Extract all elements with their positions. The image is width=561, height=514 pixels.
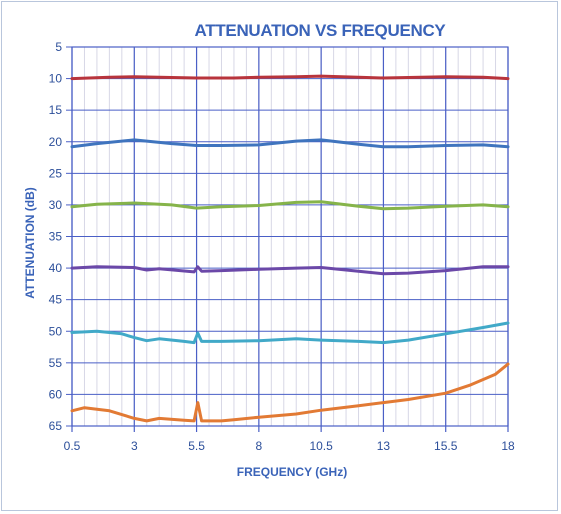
y-tick-label: 35: [49, 230, 63, 244]
y-axis-label: ATTENUATION (dB): [23, 187, 37, 299]
series-lines: [70, 74, 510, 423]
y-tick-label: 10: [49, 72, 63, 86]
x-tick-label: 15.5: [434, 439, 458, 453]
series-line-6: [70, 362, 510, 423]
x-tick-label: 3: [131, 439, 138, 453]
y-tick-label: 5: [55, 40, 62, 54]
y-tick-label: 50: [49, 324, 63, 338]
y-tick-label: 65: [49, 419, 63, 433]
x-tick-label: 10.5: [309, 439, 333, 453]
series-line-5: [70, 321, 510, 345]
y-tick-label: 15: [49, 103, 63, 117]
y-tick-label: 30: [49, 198, 63, 212]
series-line-1: [70, 74, 510, 81]
x-tick-label: 0.5: [64, 439, 81, 453]
x-tick-label: 18: [501, 439, 515, 453]
series-line-2: [70, 138, 510, 149]
y-tick-label: 20: [49, 135, 63, 149]
y-tick-label: 55: [49, 356, 63, 370]
y-tick-label: 40: [49, 261, 63, 275]
y-tick-label: 25: [49, 166, 63, 180]
plot-area-border: [71, 46, 509, 427]
x-tick-label: 8: [256, 439, 263, 453]
chart-title: ATTENUATION VS FREQUENCY: [195, 21, 447, 40]
major-gridlines: [66, 46, 509, 432]
x-tick-labels: 0.5 3 5.5 8 10.5 13 15.5 18: [64, 439, 515, 453]
y-tick-labels: 5 10 15 20 25 30 35 40 45 50 55 60 65: [49, 40, 63, 433]
x-tick-label: 13: [377, 439, 391, 453]
series-line-4: [70, 265, 510, 276]
x-axis-label: FREQUENCY (GHz): [237, 465, 347, 479]
x-tick-label: 5.5: [188, 439, 205, 453]
y-tick-label: 60: [49, 387, 63, 401]
y-tick-label: 45: [49, 293, 63, 307]
series-line-3: [70, 200, 510, 211]
